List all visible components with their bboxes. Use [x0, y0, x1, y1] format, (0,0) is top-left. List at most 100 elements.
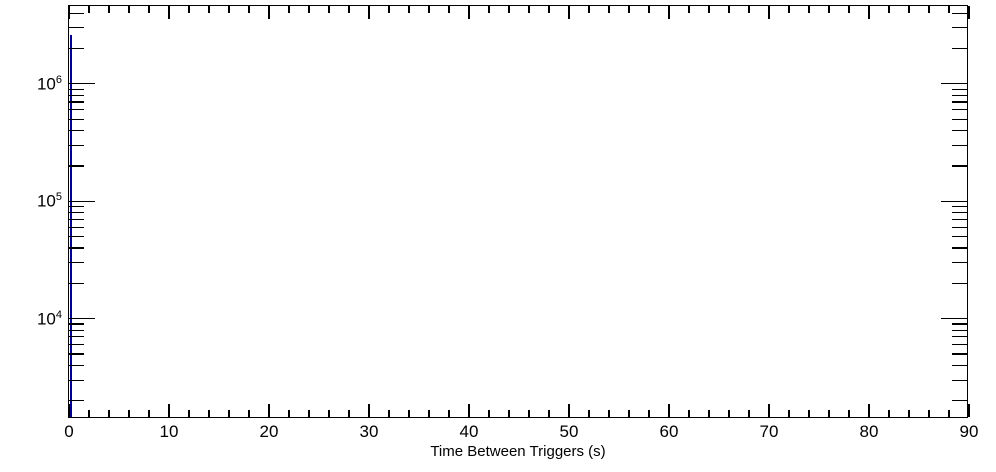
x-axis-tick — [568, 404, 570, 417]
x-axis-tick-label: 50 — [559, 422, 579, 441]
x-axis-tick — [788, 410, 790, 417]
x-axis-tick-top — [408, 6, 410, 13]
y-axis-tick-minor — [69, 336, 84, 338]
y-axis-tick-minor — [69, 329, 84, 331]
x-axis-tick-top — [728, 6, 730, 13]
y-axis-tick-minor-right — [952, 344, 967, 346]
y-axis-tick-minor-right — [952, 27, 967, 29]
x-axis-tick-top — [448, 6, 450, 13]
x-axis-tick-label: 60 — [659, 422, 679, 441]
x-axis-tick-top — [208, 6, 210, 13]
x-axis-tick — [908, 410, 910, 417]
x-axis-tick — [888, 410, 890, 417]
y-axis-tick-minor — [69, 226, 84, 228]
y-axis-tick-minor — [69, 118, 84, 120]
x-axis-tick-top — [888, 6, 890, 13]
y-axis-tick-minor-right — [952, 379, 967, 381]
y-axis-tick-minor — [69, 282, 84, 284]
histogram-series — [69, 6, 967, 417]
x-axis-tick-top — [248, 6, 250, 13]
x-axis-tick — [768, 404, 770, 417]
y-axis-tick-minor-right — [952, 144, 967, 146]
x-axis-tick-top — [748, 6, 750, 13]
x-axis-tick — [428, 410, 430, 417]
y-axis-tick-minor — [69, 165, 84, 167]
x-axis-tick — [708, 410, 710, 417]
x-axis-tick-top — [908, 6, 910, 13]
x-axis-tick — [748, 410, 750, 417]
x-axis-tick-top — [488, 6, 490, 13]
x-axis-tick-top — [308, 6, 310, 13]
x-axis-tick — [588, 410, 590, 417]
x-axis-tick-top — [568, 6, 570, 19]
y-axis-tick-minor-right — [952, 226, 967, 228]
x-axis-tick-top — [388, 6, 390, 13]
x-axis-tick — [68, 404, 70, 417]
x-axis-tick-top — [928, 6, 930, 13]
y-axis-tick-minor-right — [952, 218, 967, 221]
y-axis-tick-major-right — [941, 318, 967, 320]
y-axis-tick-minor — [69, 109, 84, 111]
x-axis-tick — [648, 410, 650, 417]
x-axis-tick — [848, 410, 850, 417]
x-axis-tick — [208, 410, 210, 417]
x-axis-tick — [608, 410, 610, 417]
y-axis-tick-minor-right — [952, 364, 967, 367]
x-axis-tick — [528, 410, 530, 417]
y-axis-tick-minor — [69, 47, 84, 50]
x-axis-tick — [88, 410, 90, 417]
y-axis-tick-minor-right — [952, 94, 967, 96]
x-axis-tick-top — [588, 6, 590, 13]
y-axis-tick-minor-right — [952, 206, 967, 208]
x-axis-tick — [308, 410, 310, 417]
x-axis-title: Time Between Triggers (s) — [430, 443, 606, 460]
y-axis-tick-minor-right — [952, 88, 967, 90]
y-axis-tick-label: 105 — [37, 192, 62, 210]
x-axis-tick — [468, 404, 470, 417]
x-axis-tick — [108, 410, 110, 417]
x-axis-tick-top — [288, 6, 290, 13]
y-axis-tick-minor-right — [952, 400, 967, 402]
y-axis-tick-minor-right — [952, 165, 967, 167]
x-axis-tick-top — [128, 6, 130, 13]
y-axis-tick-minor-right — [952, 353, 967, 355]
y-axis-tick-minor-right — [952, 236, 967, 238]
x-axis-tick-top — [948, 6, 950, 13]
x-axis-tick-top — [788, 6, 790, 13]
y-axis-tick-minor-right — [952, 47, 967, 50]
x-axis-tick-label: 80 — [859, 422, 879, 441]
x-axis-tick — [188, 410, 190, 417]
x-axis-tick-top — [428, 6, 430, 13]
y-axis-tick-minor — [69, 236, 84, 238]
x-axis-tick — [488, 410, 490, 417]
y-tick-mantissa: 10 — [36, 309, 56, 329]
x-axis-tick-label: 20 — [259, 422, 279, 441]
x-axis-tick — [148, 410, 150, 417]
x-axis-tick-top — [348, 6, 350, 13]
x-axis-tick — [288, 410, 290, 417]
x-axis-tick — [268, 404, 270, 417]
y-axis-tick-minor-right — [952, 109, 967, 111]
x-axis-tick — [128, 410, 130, 417]
y-axis-tick-minor-right — [952, 329, 967, 331]
x-axis-tick-top — [708, 6, 710, 13]
x-axis-tick-top — [548, 6, 550, 13]
y-tick-mantissa: 10 — [36, 74, 56, 94]
y-axis-tick-label: 104 — [36, 309, 62, 329]
x-axis-tick-label: 70 — [759, 422, 779, 441]
x-axis-tick — [228, 410, 230, 417]
x-axis-tick — [348, 410, 350, 417]
x-axis-tick-top — [68, 6, 70, 19]
x-axis-tick-top — [508, 6, 510, 13]
x-axis-tick — [628, 410, 630, 417]
x-axis-tick — [728, 410, 730, 417]
x-axis-tick — [928, 410, 930, 417]
x-axis-tick — [168, 404, 170, 417]
x-axis-tick-label: 90 — [959, 422, 979, 441]
x-axis-tick-top — [228, 6, 230, 13]
y-axis-tick-minor — [69, 88, 84, 90]
y-axis-tick-minor-right — [952, 101, 967, 103]
x-axis-tick-top — [868, 6, 870, 19]
x-axis-tick-top — [668, 6, 670, 19]
